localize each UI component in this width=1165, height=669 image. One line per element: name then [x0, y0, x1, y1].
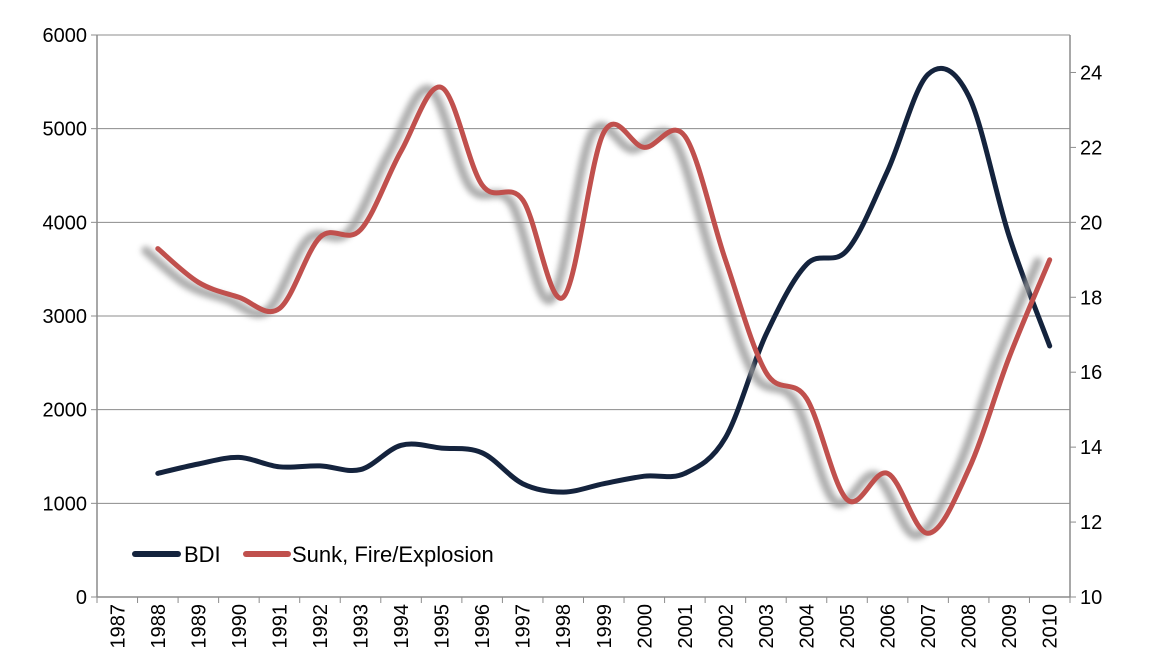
- x-tick-label: 1989: [188, 604, 210, 649]
- legend-label-sunk: Sunk, Fire/Explosion: [292, 542, 494, 567]
- x-tick-label: 1992: [310, 604, 332, 649]
- x-tick-label: 1990: [229, 604, 251, 649]
- x-tick-label: 2007: [918, 604, 940, 649]
- x-tick-label: 1997: [513, 604, 535, 649]
- x-tick-label: 1993: [351, 604, 373, 649]
- y2-tick-label: 12: [1080, 512, 1102, 534]
- y-tick-label: 6000: [43, 25, 88, 47]
- x-tick-label: 1991: [269, 604, 291, 649]
- legend: BDI Sunk, Fire/Explosion: [132, 542, 494, 567]
- gridlines: [97, 34, 1070, 504]
- y2-tick-label: 14: [1080, 437, 1102, 459]
- series-line-sunk-fire-explosion: [155, 84, 1053, 536]
- y-tick-label: 2000: [43, 400, 88, 422]
- x-tick-label: 1988: [148, 604, 170, 649]
- axes: [91, 34, 1076, 603]
- x-tick-label: 1995: [432, 604, 454, 649]
- y-tick-label: 3000: [43, 306, 88, 328]
- y-tick-label: 5000: [43, 119, 88, 141]
- series-shadow-sunk-fire-explosion: [141, 84, 1043, 540]
- y-tick-label: 0: [76, 587, 87, 609]
- x-tick-label: 1999: [594, 604, 616, 649]
- x-tick-label: 1987: [107, 604, 129, 649]
- x-tick-label: 2004: [796, 604, 818, 649]
- y2-tick-label: 10: [1080, 587, 1102, 609]
- y-tick-label: 4000: [43, 212, 88, 234]
- x-tick-label: 2001: [675, 604, 697, 649]
- x-tick-label: 1998: [553, 604, 575, 649]
- x-tick-label: 2010: [1040, 604, 1062, 649]
- y2-tick-label: 24: [1080, 62, 1102, 84]
- x-tick-label: 2000: [634, 604, 656, 649]
- tick-labels: 0 1000 2000 3000 4000 5000 6000 10 12 14 16 18 20 22 2…: [43, 25, 1103, 649]
- x-tick-label: 2009: [999, 604, 1021, 649]
- x-tick-label: 2002: [715, 604, 737, 649]
- series-lines: [141, 66, 1053, 540]
- y2-tick-label: 16: [1080, 362, 1102, 384]
- x-tick-label: 2005: [837, 604, 859, 649]
- y2-tick-label: 18: [1080, 287, 1102, 309]
- y-tick-label: 1000: [43, 493, 88, 515]
- y2-tick-label: 20: [1080, 212, 1102, 234]
- y2-tick-label: 22: [1080, 137, 1102, 159]
- x-tick-label: 1994: [391, 604, 413, 649]
- legend-label-bdi: BDI: [184, 542, 221, 567]
- x-tick-label: 2008: [959, 604, 981, 649]
- x-tick-label: 2006: [878, 604, 900, 649]
- x-tick-label: 2003: [756, 604, 778, 649]
- x-tick-label: 1996: [472, 604, 494, 649]
